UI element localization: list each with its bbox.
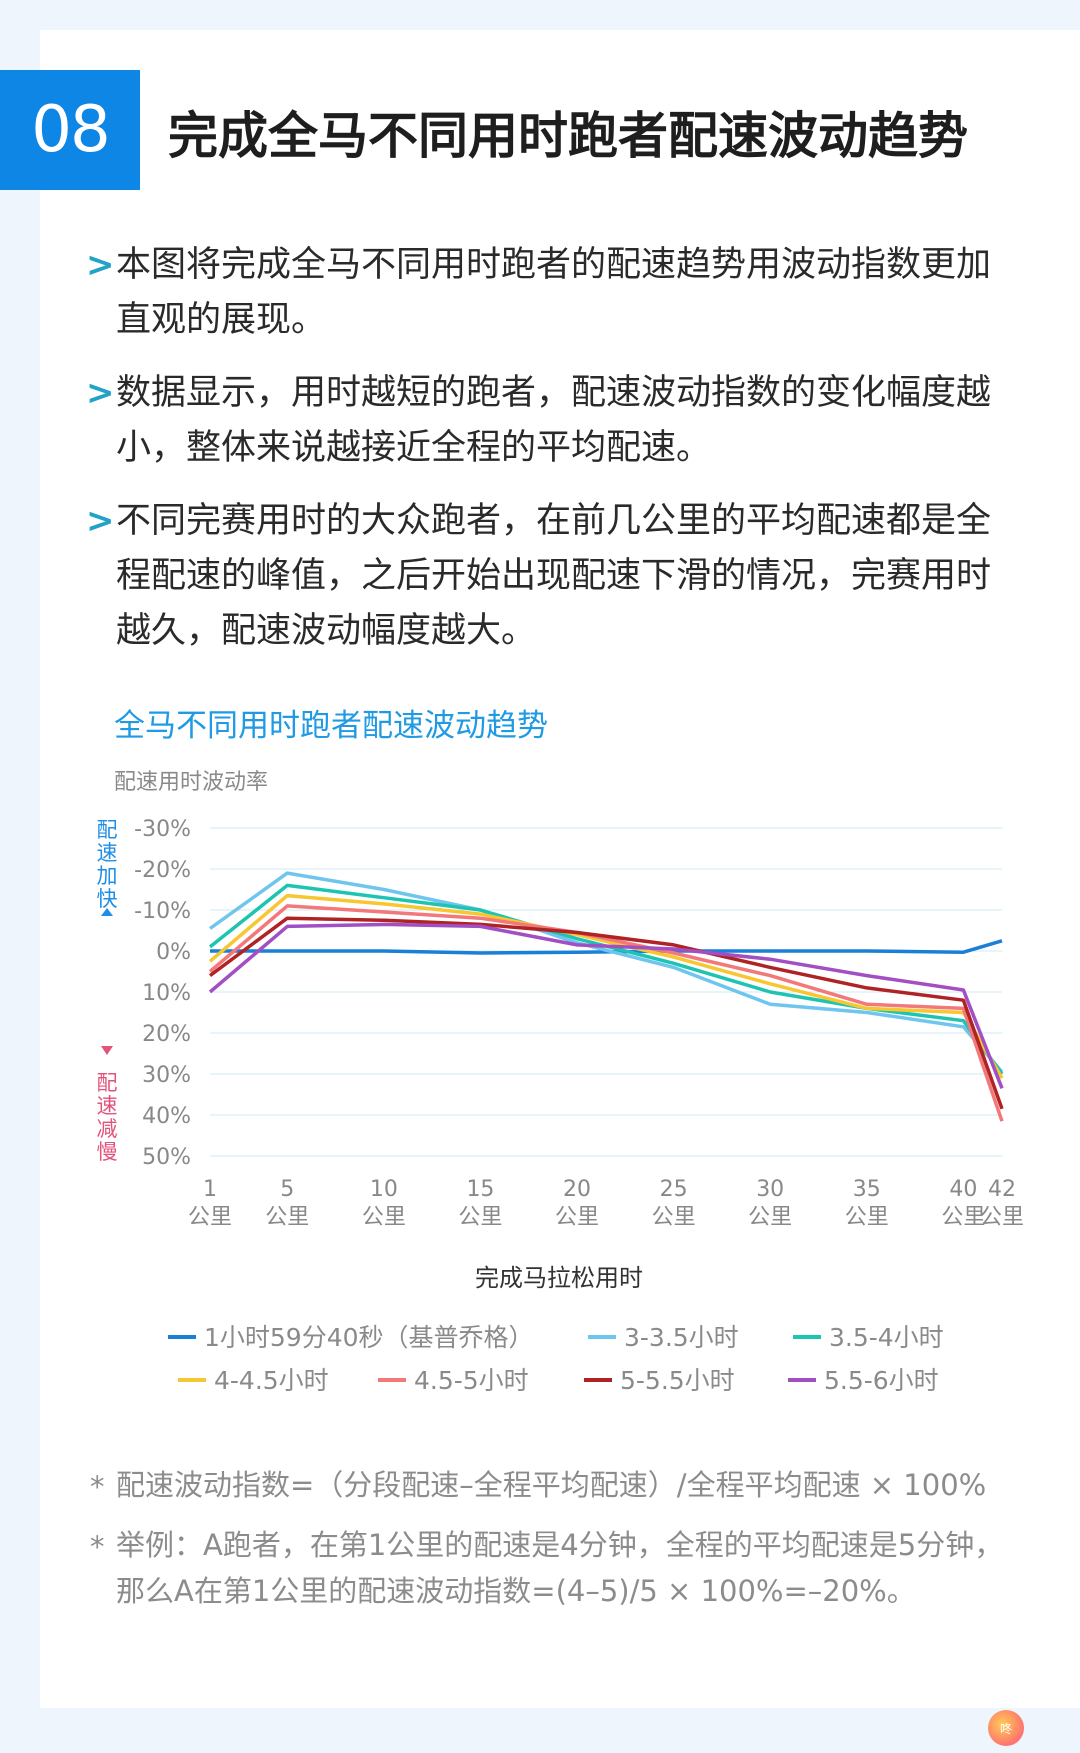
side-label-char: 配 [97,1071,118,1095]
series-line [208,883,1004,1076]
side-label-char: 慢 [97,1140,118,1164]
x-tick-number: 5 [280,1177,294,1202]
x-tick-number: 1 [203,1177,217,1202]
x-tick-unit: 公里 [748,1205,792,1230]
y-tick-label: -10% [134,899,191,924]
side-label-char: 速 [97,841,118,865]
bullet-item: > 不同完赛用时的大众跑者，在前几公里的平均配速都是全 程配速的峰值，之后开始出… [86,494,1036,659]
series-line [208,871,1004,1074]
y-tick-label: 0% [156,940,191,965]
footnote: * 配速波动指数=（分段配速–全程平均配速）/全程平均配速 × 100% [90,1462,1050,1508]
footnote-star: * [90,1530,105,1564]
x-tick-number: 30 [756,1177,784,1202]
legend-label: 3-3.5小时 [624,1323,739,1352]
side-label-char: 加 [97,864,118,888]
x-tick-unit: 公里 [265,1205,309,1230]
page-title: 完成全马不同用时跑者配速波动趋势 [168,107,968,165]
bullet-list: > 本图将完成全马不同用时跑者的配速趋势用波动指数更加 直观的展现。 > 数据显… [86,238,1036,677]
chevron-right-icon: > [86,501,115,541]
x-axis-title: 完成马拉松用时 [475,1264,643,1292]
x-tick-number: 40 [949,1177,977,1202]
side-label-char: 快 [97,887,118,911]
legend-label: 4-4.5小时 [214,1366,329,1395]
chevron-right-icon: > [86,373,115,413]
y-tick-label: 40% [142,1104,191,1129]
bullet-line: 程配速的峰值，之后开始出现配速下滑的情况，完赛用时 [116,556,992,596]
footnote: * 举例：A跑者，在第1公里的配速是4分钟，全程的平均配速是5分钟， 那么A在第… [90,1522,1050,1614]
side-label-char: 减 [97,1117,118,1141]
bullet-item: > 本图将完成全马不同用时跑者的配速趋势用波动指数更加 直观的展现。 [86,238,1036,348]
x-tick-number: 15 [466,1177,494,1202]
legend-label: 4.5-5小时 [414,1366,529,1395]
bullet-line: 直观的展现。 [116,300,327,340]
x-tick-unit: 公里 [845,1205,889,1230]
legend-label: 5-5.5小时 [620,1366,735,1395]
x-tick-number: 10 [370,1177,398,1202]
footnote-line: 配速波动指数=（分段配速–全程平均配速）/全程平均配速 × 100% [116,1468,987,1502]
y-tick-label: -20% [134,858,191,883]
series-line [208,916,1004,1110]
line-chart: -30%-20%-10%0%10%20%30%40%50%配速加快配速减慢1公里… [97,817,1025,1395]
x-tick-number: 20 [563,1177,591,1202]
x-tick-number: 42 [988,1177,1016,1202]
series-line [208,904,1004,1122]
legend-label: 5.5-6小时 [824,1366,939,1395]
bullet-line: 小，整体来说越接近全程的平均配速。 [116,428,712,468]
x-tick-unit: 公里 [555,1205,599,1230]
x-tick-unit: 公里 [941,1205,985,1230]
y-tick-label: 50% [142,1145,191,1170]
side-label-char: 速 [97,1094,118,1118]
y-tick-label: 20% [142,1022,191,1047]
legend-label: 1小时59分40秒（基普乔格） [204,1323,534,1352]
y-axis-title: 配速用时波动率 [114,770,269,795]
y-tick-label: 10% [142,981,191,1006]
x-tick-unit: 公里 [362,1205,406,1230]
series-line [208,893,1004,1079]
side-label-char: 配 [97,818,118,842]
bullet-line: 不同完赛用时的大众跑者，在前几公里的平均配速都是全 [116,501,992,541]
bullet-item: > 数据显示，用时越短的跑者，配速波动指数的变化幅度越 小，整体来说越接近全程的… [86,366,1036,476]
x-tick-unit: 公里 [458,1205,502,1230]
chevron-right-icon: > [86,245,115,285]
x-tick-unit: 公里 [188,1205,232,1230]
footnote-star: * [90,1470,105,1504]
legend-label: 3.5-4小时 [829,1323,944,1352]
bullet-line: 数据显示，用时越短的跑者，配速波动指数的变化幅度越 [116,373,992,413]
y-tick-label: 30% [142,1063,191,1088]
x-tick-number: 25 [660,1177,688,1202]
bullet-line: 越久，配速波动幅度越大。 [116,611,537,651]
x-tick-unit: 公里 [980,1205,1024,1230]
footnote-line: 那么A在第1公里的配速波动指数=(4–5)/5 × 100%=–20%。 [116,1574,916,1608]
brand-logo: 咚 [988,1710,1024,1746]
side-arrow-head [101,1046,113,1055]
bullet-line: 本图将完成全马不同用时跑者的配速趋势用波动指数更加 [116,245,992,285]
side-arrow-head [101,908,113,916]
x-tick-unit: 公里 [652,1205,696,1230]
x-tick-number: 35 [853,1177,881,1202]
footnote-line: 举例：A跑者，在第1公里的配速是4分钟，全程的平均配速是5分钟， [116,1528,1004,1562]
section-number: 08 [0,70,140,190]
chart-title: 全马不同用时跑者配速波动趋势 [114,708,548,744]
series-line [208,922,1004,1089]
y-tick-label: -30% [134,817,191,842]
